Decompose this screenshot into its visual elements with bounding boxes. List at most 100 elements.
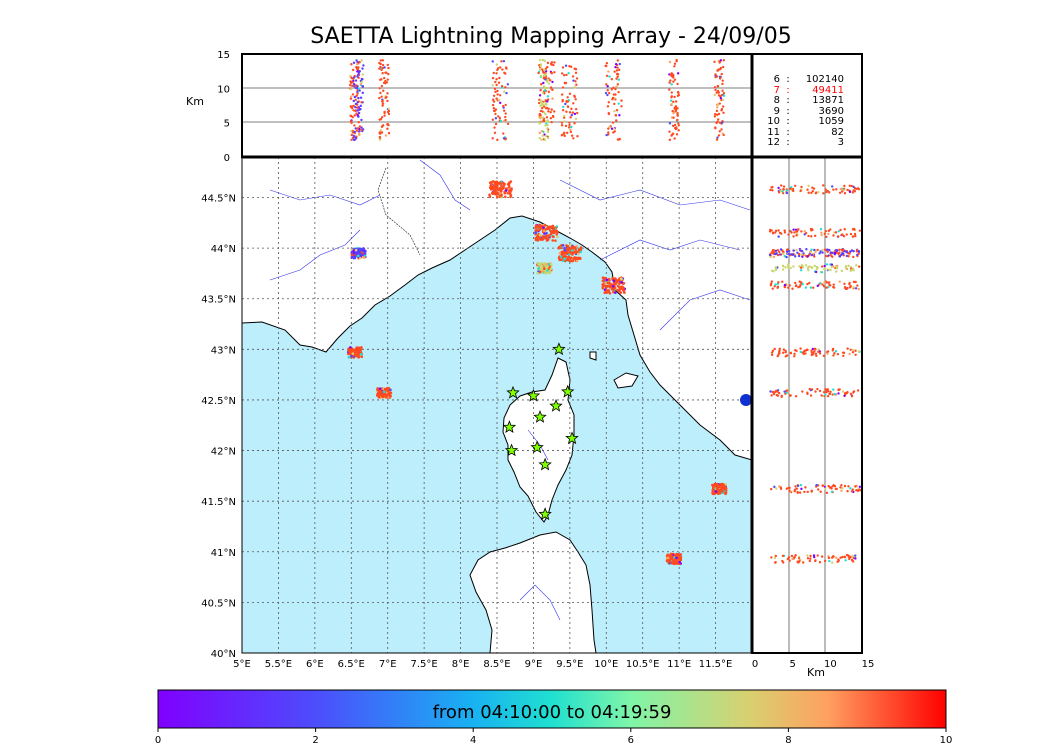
altitude-band-la-spezia	[768, 227, 862, 239]
station-count-key: 6	[773, 74, 780, 85]
longitude-ticks: 5°E 5.5°E 6°E 6.5°E 7°E 7.5°E 8°E 8.5°E 9°E 9.5°E…	[233, 659, 732, 670]
top-ylabel: Km	[186, 95, 204, 108]
station-count-separator: :	[786, 84, 790, 96]
station-count-separator: :	[786, 105, 790, 117]
lon-tick-label: 8°E	[452, 659, 470, 670]
station-count-value: 1059	[818, 116, 844, 127]
station-count-value: 13871	[812, 95, 844, 106]
lon-tick-label: 6.5°E	[338, 659, 365, 670]
lat-tick-label: 43.5°N	[201, 295, 236, 306]
time-range-label: from 04:10:00 to 04:19:59	[432, 702, 672, 723]
altitude-column-tyrrhenian-south	[668, 58, 681, 142]
station-markers	[502, 342, 579, 521]
station-count-separator: :	[786, 74, 790, 85]
lightning-cluster-gulf-genoa-offshore	[536, 262, 553, 275]
station-star	[549, 398, 563, 412]
station-star	[552, 342, 566, 356]
lon-tick-label: 9°E	[525, 659, 543, 670]
lightning-cluster-giglio-area	[711, 482, 728, 496]
colorbar-ticks: 0 2 4 6 8 10	[155, 728, 952, 746]
station-count-row: 11: 82	[762, 126, 854, 139]
station-count-value: 102140	[805, 74, 844, 85]
colorbar-tick-label: 4	[470, 735, 476, 746]
station-count-row: 10: 1059	[762, 116, 854, 128]
station-count-separator: :	[786, 126, 790, 138]
station-star	[502, 420, 517, 433]
lightning-cluster-la-spezia	[534, 223, 559, 242]
border-line	[377, 167, 421, 256]
station-count-value: 49411	[812, 84, 844, 96]
station-count-separator: :	[786, 116, 790, 127]
lon-tick-label: 8.5°E	[483, 659, 510, 670]
altitude-band-tyrrhenian-south	[770, 553, 857, 564]
lat-tick-label: 40.5°N	[201, 598, 236, 609]
altitude-column-gulf-genoa-offshore	[538, 58, 551, 142]
altitude-band-gulf-genoa-offshore	[770, 263, 861, 274]
altitude-band-provence-interior	[768, 247, 861, 259]
lightning-cluster-provence-interior	[350, 246, 367, 260]
figure-title: SAETTA Lightning Mapping Array - 24/09/0…	[310, 24, 792, 49]
latitude-ticks: 40°N 40.5°N 41°N 41.5°N 42°N 42.5°N 43°N 43.5°N…	[201, 193, 236, 660]
altitude-band-cote-dazur	[770, 347, 861, 358]
lat-tick-label: 44.5°N	[201, 193, 236, 204]
station-count-key: 10	[767, 116, 780, 127]
colorbar-tick-label: 0	[155, 735, 161, 746]
corsica-island	[502, 357, 575, 523]
lon-tick-label: 5°E	[233, 659, 251, 670]
station-star	[538, 507, 552, 521]
lightning-cluster-ligurian-coast	[488, 180, 513, 199]
lat-tick-label: 42.5°N	[201, 396, 236, 407]
altitude-ytick-label: 10	[217, 84, 230, 95]
station-star	[533, 409, 547, 423]
station-count-row: 9: 3690	[762, 105, 854, 118]
station-star	[530, 440, 544, 454]
station-count-row: 6: 102140	[762, 74, 854, 86]
station-count-value: 3690	[818, 105, 844, 117]
rivers	[269, 159, 751, 621]
altitude-lat-panel	[752, 157, 862, 653]
lat-tick-label: 40°N	[211, 649, 236, 660]
altitude-column-west-corsica-sea	[378, 59, 391, 141]
station-count-value: 82	[831, 126, 844, 138]
station-count-row: 12: 3	[762, 137, 854, 149]
lat-tick-label: 41°N	[211, 548, 236, 559]
altitude-column-giglio-area	[713, 59, 726, 141]
lightning-cluster-tyrrhenian-south	[665, 552, 683, 566]
lon-tick-label: 7°E	[379, 659, 397, 670]
station-star	[560, 384, 575, 398]
map-panel	[242, 157, 752, 653]
station-count-table: 6: 102140 7: 49411 8: 13871 9: 3690 10: 1059 11: 82…	[762, 74, 854, 149]
altitude-column-ligurian-coast	[491, 59, 510, 142]
lat-tick-label: 41.5°N	[201, 497, 236, 508]
station-count-row: 7: 49411	[762, 84, 854, 97]
map-lightning	[347, 180, 728, 566]
lightning-cluster-cote-dazur	[347, 346, 364, 359]
lat-tick-label: 43°N	[211, 345, 236, 356]
lon-tick-label: 7.5°E	[411, 659, 438, 670]
altitude-column-livorno	[604, 59, 623, 141]
lightning-cluster-livorno	[601, 276, 627, 295]
lon-tick-label: 10°E	[594, 659, 618, 670]
lon-tick-label: 10.5°E	[626, 659, 660, 670]
lon-tick-label: 11.5°E	[699, 659, 733, 670]
lon-tick-label: 6°E	[306, 659, 324, 670]
lat-tick-label: 42°N	[211, 447, 236, 458]
station-star	[526, 388, 541, 402]
altitude-band-west-corsica-sea	[769, 387, 860, 399]
station-star	[506, 385, 520, 399]
side-xlabel: Km	[807, 666, 825, 679]
colorbar-tick-label: 6	[628, 735, 634, 746]
lon-tick-label: 9.5°E	[556, 659, 583, 670]
colorbar-tick-label: 8	[785, 735, 791, 746]
altitude-ytick-label: 0	[224, 153, 230, 164]
capraia-island	[589, 351, 597, 361]
altitude-xtick-label: 0	[752, 659, 758, 670]
colorbar-tick-label: 2	[312, 735, 318, 746]
altitude-band-ligurian-coast	[769, 184, 861, 195]
station-count-separator: :	[786, 95, 790, 106]
lon-tick-label: 11°E	[667, 659, 691, 670]
station-count-key: 12	[767, 137, 780, 148]
altitude-column-provence-interior	[352, 59, 365, 141]
station-count-key: 7	[773, 84, 780, 96]
